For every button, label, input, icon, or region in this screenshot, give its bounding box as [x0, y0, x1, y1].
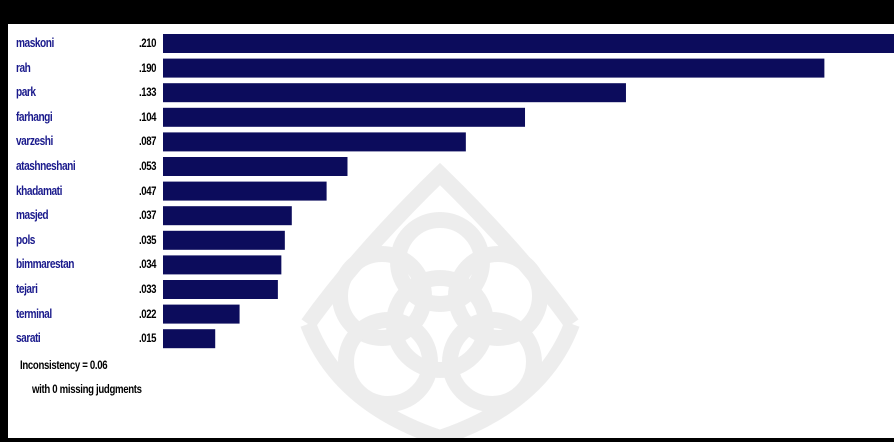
value-label-pols: .035: [139, 232, 157, 247]
bar-rah: [163, 58, 825, 78]
value-label-maskoni: .210: [139, 36, 157, 50]
value-label-bimmarestan: .034: [139, 257, 157, 272]
watermark-emblem: [300, 162, 580, 438]
bar-maskoni: [163, 34, 894, 53]
value-label-rah: .190: [139, 60, 157, 75]
value-label-tejari: .033: [139, 282, 157, 296]
category-label-masjed: masjed: [16, 207, 49, 223]
bar-terminal: [163, 304, 240, 324]
value-label-farhangi: .104: [139, 109, 157, 124]
value-label-park: .133: [139, 85, 157, 100]
category-label-pols: pols: [16, 231, 35, 247]
inconsistency-text: Inconsistency = 0.06: [20, 358, 108, 372]
value-label-terminal: .022: [139, 306, 157, 321]
bar-bimmarestan: [163, 255, 282, 275]
bar-farhangi: [163, 107, 526, 127]
value-label-sarati: .015: [139, 331, 157, 346]
bar-chart: [163, 34, 894, 349]
bar-khadamati: [163, 181, 327, 201]
category-label-maskoni: maskoni: [16, 35, 54, 50]
category-label-sarati: sarati: [16, 330, 41, 346]
category-label-terminal: terminal: [16, 305, 52, 321]
category-label-rah: rah: [16, 59, 31, 75]
category-label-farhangi: farhangi: [16, 108, 53, 124]
bar-tejari: [163, 280, 278, 299]
value-label-varzeshi: .087: [139, 134, 157, 149]
category-label-atashneshani: atashneshani: [16, 158, 76, 173]
bar-masjed: [163, 206, 292, 226]
bar-pols: [163, 230, 285, 250]
bar-varzeshi: [163, 132, 466, 152]
category-label-varzeshi: varzeshi: [16, 133, 53, 149]
bar-sarati: [163, 329, 216, 349]
value-label-masjed: .037: [139, 208, 157, 223]
bar-park: [163, 83, 626, 103]
missing-judgments-text: with 0 missing judgments: [32, 382, 142, 396]
chart-panel: maskoni .210 rah .190 park .133 farhangi .104 va…: [8, 24, 894, 438]
category-label-park: park: [16, 84, 36, 100]
value-label-atashneshani: .053: [139, 159, 157, 173]
category-label-khadamati: khadamati: [16, 182, 62, 198]
value-label-khadamati: .047: [139, 183, 157, 198]
category-label-bimmarestan: bimmarestan: [16, 256, 74, 272]
category-label-tejari: tejari: [16, 281, 38, 296]
bar-atashneshani: [163, 157, 348, 176]
